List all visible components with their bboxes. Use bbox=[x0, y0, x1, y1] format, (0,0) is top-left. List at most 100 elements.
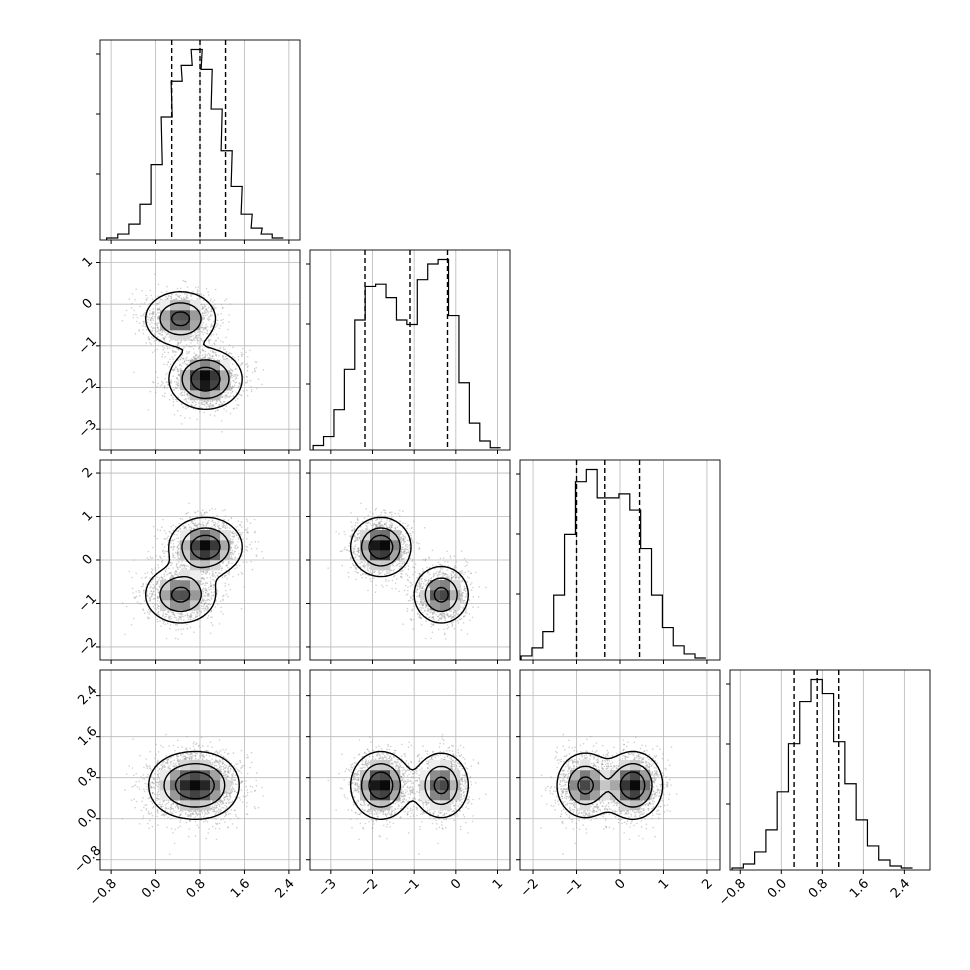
sample-point bbox=[240, 394, 243, 397]
sample-point bbox=[222, 613, 224, 615]
sample-point bbox=[169, 358, 171, 361]
sample-point bbox=[207, 607, 209, 609]
sample-point bbox=[187, 345, 190, 348]
sample-point bbox=[181, 394, 184, 396]
sample-point bbox=[201, 607, 203, 610]
sample-point bbox=[227, 566, 229, 569]
sample-point bbox=[149, 323, 151, 325]
sample-point bbox=[157, 295, 159, 298]
sample-point bbox=[197, 286, 199, 288]
sample-point bbox=[229, 351, 231, 354]
sample-point bbox=[189, 626, 192, 629]
sample-point bbox=[186, 351, 188, 353]
sample-point bbox=[180, 365, 182, 367]
sample-point bbox=[155, 608, 158, 611]
sample-point bbox=[217, 313, 219, 316]
sample-point bbox=[220, 527, 222, 530]
sample-point bbox=[171, 356, 173, 358]
sample-point bbox=[165, 373, 167, 376]
sample-point bbox=[161, 331, 163, 334]
sample-point bbox=[195, 335, 198, 337]
sample-point bbox=[157, 336, 159, 338]
sample-point bbox=[168, 530, 171, 533]
sample-point bbox=[177, 295, 179, 297]
sample-point bbox=[208, 406, 211, 409]
sample-point bbox=[207, 615, 210, 617]
sample-point bbox=[135, 288, 137, 291]
sample-point bbox=[152, 337, 155, 339]
sample-point bbox=[152, 598, 155, 600]
sample-point bbox=[152, 319, 155, 322]
sample-point bbox=[163, 530, 166, 532]
sample-point bbox=[190, 527, 193, 529]
sample-point bbox=[236, 397, 239, 400]
density-cell bbox=[200, 380, 211, 391]
sample-point bbox=[213, 415, 216, 417]
sample-point bbox=[246, 380, 249, 382]
sample-point bbox=[201, 403, 204, 406]
sample-point bbox=[134, 299, 136, 301]
sample-point bbox=[154, 327, 156, 330]
sample-point bbox=[183, 619, 185, 621]
sample-point bbox=[245, 363, 247, 366]
sample-point bbox=[138, 602, 141, 605]
sample-point bbox=[152, 587, 154, 589]
sample-point bbox=[262, 557, 265, 559]
sample-point bbox=[154, 586, 156, 589]
sample-point bbox=[170, 379, 172, 381]
sample-point bbox=[220, 611, 222, 613]
sample-point bbox=[180, 298, 182, 300]
sample-point bbox=[175, 526, 177, 528]
sample-point bbox=[181, 362, 184, 365]
sample-point bbox=[199, 346, 201, 348]
sample-point bbox=[246, 362, 248, 365]
sample-point bbox=[202, 607, 205, 610]
sample-point bbox=[204, 595, 207, 598]
sample-point bbox=[170, 615, 172, 618]
sample-point bbox=[175, 366, 177, 369]
sample-point bbox=[195, 355, 197, 357]
sample-point bbox=[185, 293, 187, 295]
sample-point bbox=[208, 573, 211, 575]
sample-point bbox=[184, 390, 186, 392]
sample-point bbox=[250, 560, 252, 563]
sample-point bbox=[228, 583, 230, 586]
sample-point bbox=[223, 408, 225, 410]
sample-point bbox=[142, 314, 144, 317]
sample-point bbox=[151, 336, 153, 339]
sample-point bbox=[173, 414, 176, 416]
sample-point bbox=[177, 379, 179, 381]
sample-point bbox=[221, 576, 224, 579]
density-cell bbox=[180, 300, 191, 311]
sample-point bbox=[157, 315, 160, 318]
sample-point bbox=[159, 529, 162, 532]
sample-point bbox=[202, 593, 204, 595]
sample-point bbox=[166, 573, 168, 576]
sample-point bbox=[229, 412, 232, 415]
sample-point bbox=[227, 396, 229, 398]
sample-point bbox=[163, 347, 165, 349]
sample-point bbox=[176, 377, 178, 380]
sample-point bbox=[209, 357, 212, 359]
sample-point bbox=[142, 583, 144, 585]
sample-point bbox=[157, 329, 160, 332]
sample-point bbox=[206, 582, 209, 584]
sample-point bbox=[234, 568, 236, 570]
sample-point bbox=[167, 361, 170, 363]
sample-point bbox=[224, 526, 226, 529]
sample-point bbox=[218, 327, 221, 330]
sample-point bbox=[178, 374, 180, 376]
sample-point bbox=[237, 404, 240, 407]
sample-point bbox=[140, 585, 143, 588]
sample-point bbox=[207, 312, 209, 314]
sample-point bbox=[165, 637, 168, 640]
sample-point bbox=[203, 294, 205, 297]
sample-point bbox=[187, 352, 190, 354]
sample-point bbox=[198, 610, 200, 613]
sample-point bbox=[210, 298, 212, 301]
sample-point bbox=[167, 384, 170, 387]
sample-point bbox=[162, 348, 165, 351]
sample-point bbox=[191, 358, 194, 361]
sample-point bbox=[171, 349, 174, 352]
sample-point bbox=[237, 355, 240, 358]
